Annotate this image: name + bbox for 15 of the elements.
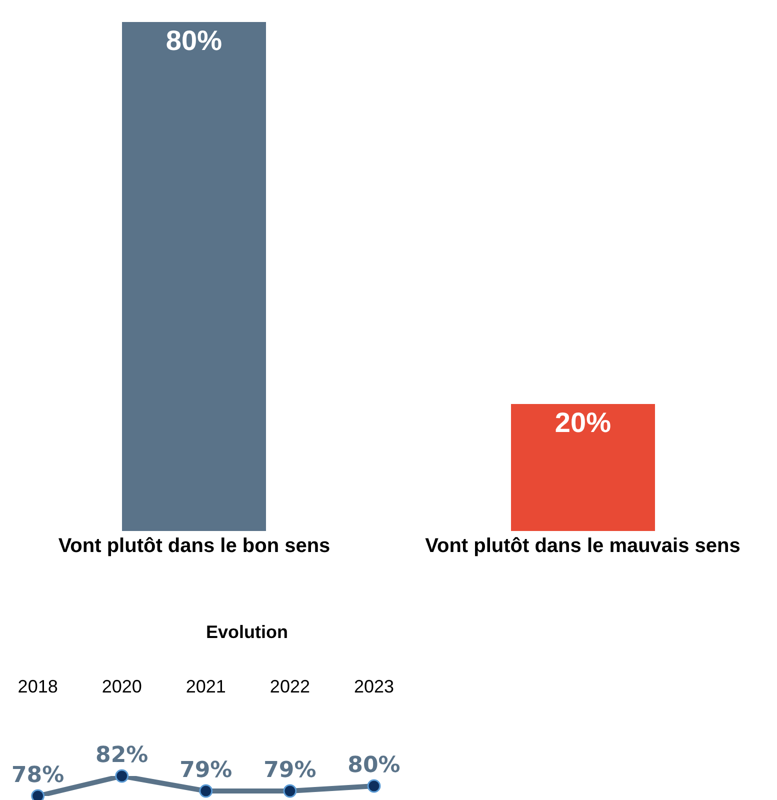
- data-label: 78%: [11, 763, 64, 788]
- x-tick-label: 2022: [270, 676, 310, 696]
- chart-title: Evolution: [206, 622, 288, 642]
- x-tick-label: 2018: [18, 676, 58, 696]
- data-label: 80%: [166, 25, 222, 56]
- x-tick-label: Vont plutôt dans le mauvais sens: [425, 535, 740, 558]
- data-label: 80%: [348, 753, 400, 778]
- x-tick-label: 2020: [102, 676, 142, 696]
- x-tick-label: Vont plutôt dans le bon sens: [58, 535, 330, 558]
- data-label: 79%: [180, 758, 232, 783]
- x-tick-label: 2023: [354, 676, 394, 696]
- data-label: 20%: [554, 407, 612, 438]
- data-label: 79%: [264, 758, 316, 783]
- data-label: 82%: [96, 743, 148, 768]
- x-tick-label: 2021: [186, 676, 226, 696]
